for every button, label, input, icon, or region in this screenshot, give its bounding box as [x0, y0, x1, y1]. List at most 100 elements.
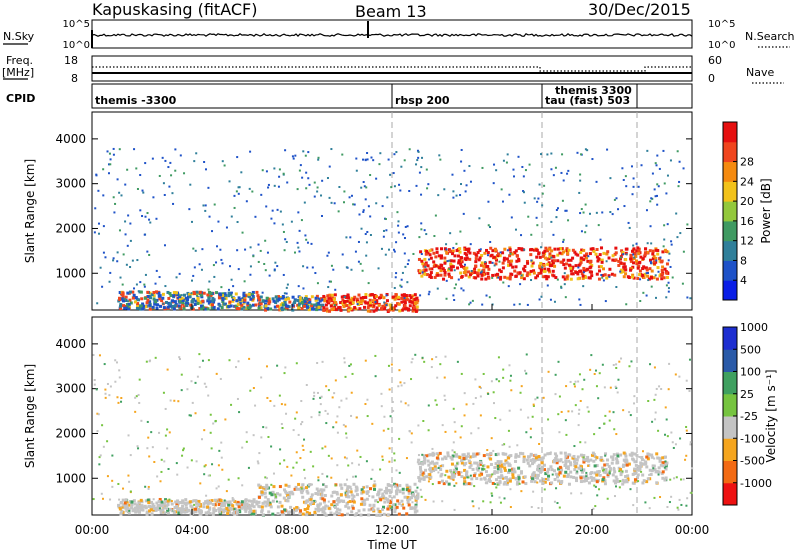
range-cell — [158, 174, 161, 177]
range-cell — [355, 488, 359, 492]
range-cell — [419, 294, 422, 297]
range-cell — [555, 475, 559, 479]
range-cell — [465, 184, 468, 187]
range-cell — [449, 262, 453, 266]
range-cell — [398, 484, 402, 488]
range-cell — [174, 500, 178, 504]
range-cell — [491, 473, 494, 476]
range-cell — [674, 443, 677, 446]
range-cell — [661, 265, 665, 269]
range-cell — [622, 265, 626, 269]
range-cell — [590, 263, 594, 267]
range-cell — [259, 249, 262, 252]
range-cell — [285, 240, 288, 243]
range-cell — [395, 488, 399, 492]
range-cell — [202, 306, 206, 310]
range-cell — [547, 247, 551, 251]
range-cell — [313, 510, 317, 514]
range-cell — [281, 223, 284, 226]
range-cell — [316, 186, 319, 189]
range-cell — [555, 209, 558, 212]
range-cell — [335, 510, 339, 514]
range-cell — [302, 500, 306, 504]
range-cell — [305, 171, 308, 174]
range-cell — [474, 276, 478, 280]
range-cell — [582, 211, 585, 214]
range-cell — [593, 372, 596, 375]
range-cell — [377, 490, 381, 494]
range-cell — [624, 474, 628, 478]
range-cell — [685, 379, 688, 382]
range-cell — [488, 260, 492, 264]
range-cell — [212, 264, 215, 267]
range-cell — [479, 387, 482, 390]
range-cell — [276, 512, 280, 516]
range-cell — [225, 490, 228, 493]
range-cell — [463, 257, 467, 261]
range-cell — [137, 501, 141, 505]
range-cell — [584, 477, 588, 481]
range-cell — [448, 268, 451, 271]
colorbar-tick-label: -1000 — [740, 477, 772, 490]
range-cell — [323, 512, 327, 516]
range-cell — [585, 252, 589, 256]
range-cell — [160, 458, 163, 461]
range-cell — [613, 428, 616, 431]
range-cell — [164, 407, 167, 410]
range-cell — [230, 215, 233, 218]
nave-tick-bottom: 0 — [708, 72, 715, 85]
range-cell — [311, 306, 315, 310]
range-cell — [166, 447, 169, 450]
range-cell — [501, 251, 505, 255]
range-cell — [433, 275, 437, 279]
range-cell — [426, 251, 430, 255]
range-cell — [419, 480, 422, 483]
range-cell — [273, 268, 276, 271]
range-cell — [494, 417, 497, 420]
range-cell — [589, 265, 593, 269]
range-cell — [621, 167, 624, 170]
colorbar-tick-label: -100 — [740, 432, 765, 445]
range-cell — [222, 302, 226, 306]
range-cell — [659, 463, 663, 467]
range-cell — [193, 160, 196, 163]
range-cell — [408, 497, 412, 501]
range-cell — [415, 184, 418, 187]
range-cell — [291, 295, 295, 299]
range-cell — [579, 303, 582, 306]
range-cell — [472, 505, 475, 508]
range-cell — [293, 299, 297, 303]
range-cell — [116, 260, 119, 263]
range-cell — [364, 295, 368, 299]
range-cell — [567, 219, 570, 222]
range-cell — [298, 169, 301, 172]
range-cell — [109, 163, 112, 166]
range-cell — [143, 296, 147, 300]
range-cell — [552, 233, 555, 236]
range-cell — [163, 244, 166, 247]
range-cell — [295, 362, 298, 365]
range-cell — [642, 479, 646, 483]
range-cell — [96, 430, 99, 433]
range-cell — [425, 454, 429, 458]
range-cell — [411, 501, 414, 504]
range-cell — [646, 271, 649, 274]
range-cell — [452, 407, 455, 410]
range-cell — [349, 490, 353, 494]
range-cell — [554, 456, 558, 460]
range-cell — [341, 298, 345, 302]
range-cell — [116, 178, 119, 181]
range-cell — [444, 456, 448, 460]
range-cell — [573, 460, 577, 464]
range-cell — [118, 296, 122, 300]
range-cell — [159, 480, 162, 483]
range-cell — [147, 501, 151, 505]
range-cell — [633, 478, 637, 482]
range-cell — [499, 275, 503, 279]
range-cell — [332, 298, 336, 302]
range-cell — [406, 298, 410, 302]
range-cell — [351, 497, 355, 501]
range-cell — [179, 500, 183, 504]
range-cell — [103, 363, 106, 366]
range-cell — [417, 476, 421, 480]
